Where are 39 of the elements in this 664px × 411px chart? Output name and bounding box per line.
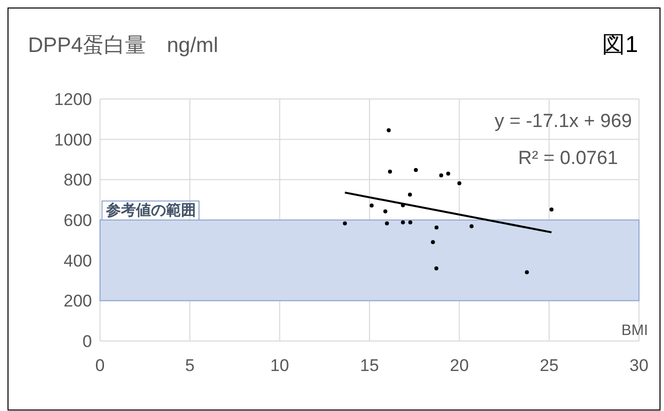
point (524, 270, 529, 274)
x-tick-label: 30 (630, 356, 648, 375)
annotation: R² = 0.0761 (518, 148, 618, 169)
point (342, 221, 347, 226)
point (388, 170, 392, 174)
annotation: y = -17.1x + 969 (494, 111, 632, 132)
point (430, 240, 435, 244)
x-tick-label: 15 (360, 356, 379, 375)
y-tick-label: 1200 (54, 90, 92, 109)
x-tick-label: 10 (270, 356, 290, 375)
point (384, 221, 389, 226)
y-tick-label: 600 (64, 211, 92, 230)
x-tick-label: 5 (185, 356, 195, 375)
point (408, 192, 412, 197)
y-tick-label: 1000 (54, 130, 92, 150)
y-tick-label: 200 (64, 292, 92, 311)
point (408, 220, 412, 224)
point (446, 172, 450, 176)
y-tick-label: 800 (64, 170, 92, 190)
x-tick-label: 25 (540, 356, 559, 375)
point (370, 203, 374, 208)
point (550, 208, 554, 212)
point (400, 220, 405, 224)
point (470, 224, 474, 228)
x-tick-label: 0 (95, 356, 105, 375)
point (383, 209, 388, 214)
chart-title: DPP4蛋白量 ng/ml (28, 34, 218, 57)
y-tick-label: 0 (82, 332, 92, 351)
point (439, 173, 444, 178)
x-tick-label: 20 (450, 356, 469, 375)
point (457, 181, 462, 186)
point (434, 225, 439, 230)
point (386, 128, 391, 132)
x-axis-title: BMI (621, 322, 648, 339)
band-label: 参考値の範囲 (105, 202, 196, 219)
y-tick-label: 400 (64, 251, 92, 270)
caption: 図1 (602, 31, 638, 57)
point (434, 266, 438, 270)
point (414, 168, 418, 172)
